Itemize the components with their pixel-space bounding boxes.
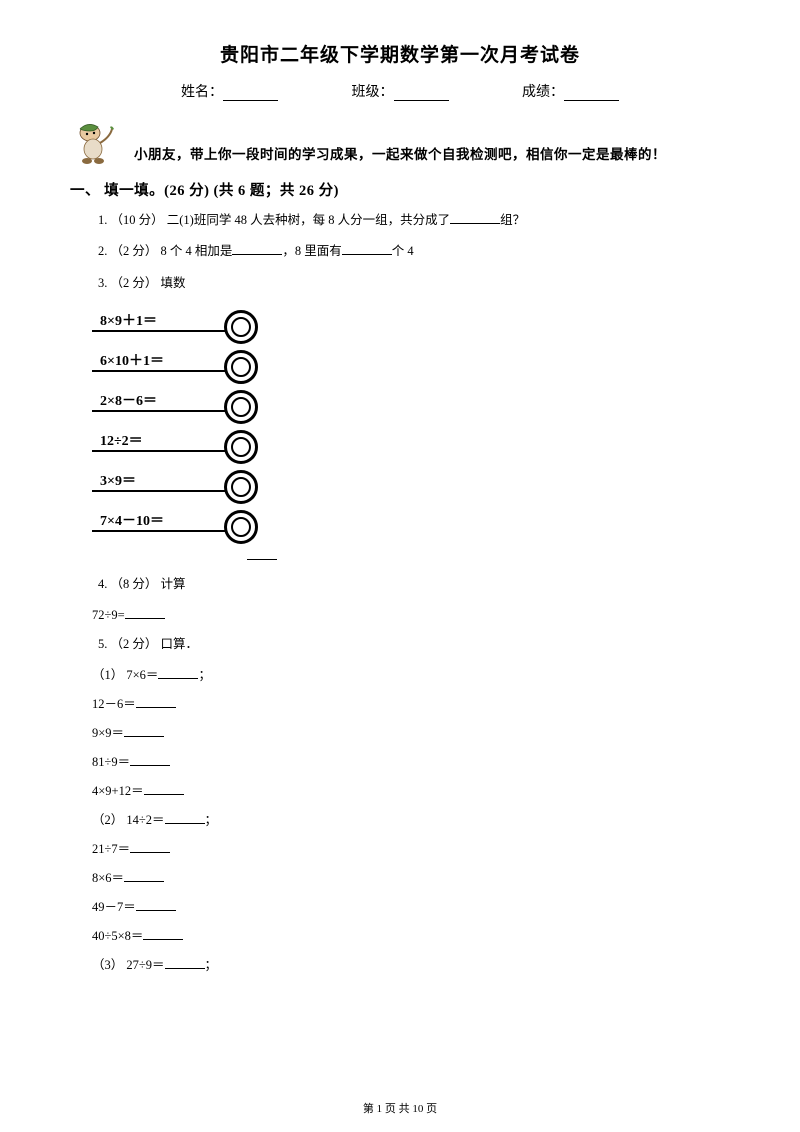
class-blank[interactable] xyxy=(394,87,449,101)
eq-circle[interactable] xyxy=(224,390,258,424)
eq-circle-inner xyxy=(231,517,251,537)
q1-pre: 1. （10 分） 二(1)班同学 48 人去种树，每 8 人分一组，共分成了 xyxy=(98,213,450,227)
q2-blank-1[interactable] xyxy=(232,243,282,255)
eq-row: 3×9＝ xyxy=(92,464,282,504)
q1-blank[interactable] xyxy=(450,212,500,224)
score-label: 成绩： xyxy=(522,81,564,101)
q5-blank[interactable] xyxy=(130,754,170,766)
q5-text: 21÷7＝ xyxy=(92,842,130,856)
q5-semi: ； xyxy=(205,958,218,972)
q4-expr-text: 72÷9= xyxy=(92,608,125,622)
eq-circle-inner xyxy=(231,477,251,497)
equation-diagram: 8×9＋1＝ 6×10＋1＝ 2×8－6＝ 12÷2＝ 3×9＝ 7×4－10＝ xyxy=(92,304,730,564)
eq-circle[interactable] xyxy=(224,350,258,384)
q2-pre: 2. （2 分） 8 个 4 相加是 xyxy=(98,244,232,258)
question-5: 5. （2 分） 口算． xyxy=(98,634,730,655)
q5-blank[interactable] xyxy=(124,870,164,882)
eq-underline xyxy=(92,370,207,372)
intro-row: 小朋友，带上你一段时间的学习成果，一起来做个自我检测吧，相信你一定是最棒的！ xyxy=(70,119,730,165)
q5-text: （1） 7×6＝ xyxy=(92,668,158,682)
q5-blank[interactable] xyxy=(165,957,205,969)
q5-semi: ； xyxy=(198,668,211,682)
class-label: 班级： xyxy=(352,81,394,101)
q5-text: 81÷9＝ xyxy=(92,755,130,769)
eq-row: 2×8－6＝ xyxy=(92,384,282,424)
eq-stem xyxy=(182,450,227,452)
question-1: 1. （10 分） 二(1)班同学 48 人去种树，每 8 人分一组，共分成了 组… xyxy=(98,210,730,231)
q5-text: 40÷5×8＝ xyxy=(92,929,143,943)
q5-blank[interactable] xyxy=(130,841,170,853)
q5-text: （3） 27÷9＝ xyxy=(92,958,165,972)
eq-text: 7×4－10＝ xyxy=(100,510,164,530)
q1-post: 组？ xyxy=(500,213,525,227)
eq-underline xyxy=(92,410,207,412)
eq-underline xyxy=(92,490,172,492)
eq-text: 8×9＋1＝ xyxy=(100,310,157,330)
q5-item: 81÷9＝ xyxy=(92,752,730,772)
q5-item: 49－7＝ xyxy=(92,897,730,917)
q5-item: （1） 7×6＝ ； xyxy=(92,665,730,685)
eq-circle-inner xyxy=(231,317,251,337)
q5-text: 8×6＝ xyxy=(92,871,124,885)
q4-expr: 72÷9= xyxy=(92,605,730,625)
eq-circle-inner xyxy=(231,437,251,457)
eq-underline xyxy=(92,530,207,532)
eq-circle-inner xyxy=(231,357,251,377)
q5-text: 4×9+12＝ xyxy=(92,784,144,798)
eq-row: 6×10＋1＝ xyxy=(92,344,282,384)
q5-blank[interactable] xyxy=(124,725,164,737)
q5-blank[interactable] xyxy=(165,812,205,824)
question-2: 2. （2 分） 8 个 4 相加是 ，8 里面有 个 4 xyxy=(98,241,730,262)
q5-text: （2） 14÷2＝ xyxy=(92,813,165,827)
eq-row: 12÷2＝ xyxy=(92,424,282,464)
q4-blank[interactable] xyxy=(125,607,165,619)
mascot-icon xyxy=(70,119,116,165)
q5-blank[interactable] xyxy=(144,783,184,795)
q5-item: 40÷5×8＝ xyxy=(92,926,730,946)
q2-mid: ，8 里面有 xyxy=(282,244,341,258)
q5-blank[interactable] xyxy=(143,928,183,940)
question-4: 4. （8 分） 计算 xyxy=(98,574,730,595)
q5-blank[interactable] xyxy=(136,696,176,708)
q5-item: 9×9＝ xyxy=(92,723,730,743)
eq-circle-inner xyxy=(231,397,251,417)
info-row: 姓名： 班级： 成绩： xyxy=(70,81,730,101)
q5-item: 12－6＝ xyxy=(92,694,730,714)
diagram-trailing-blank[interactable] xyxy=(247,548,277,560)
page-footer: 第 1 页 共 10 页 xyxy=(0,1100,800,1116)
q2-post: 个 4 xyxy=(392,244,414,258)
q5-semi: ； xyxy=(205,813,218,827)
eq-row: 8×9＋1＝ xyxy=(92,304,282,344)
eq-underline xyxy=(92,330,207,332)
q5-item: 8×6＝ xyxy=(92,868,730,888)
q5-item: （3） 27÷9＝ ； xyxy=(92,955,730,975)
q2-blank-2[interactable] xyxy=(342,243,392,255)
question-3: 3. （2 分） 填数 xyxy=(98,273,730,294)
intro-text: 小朋友，带上你一段时间的学习成果，一起来做个自我检测吧，相信你一定是最棒的！ xyxy=(134,143,666,165)
section-1-header: 一、 填一填。(26 分) (共 6 题；共 26 分) xyxy=(70,179,730,200)
eq-stem xyxy=(172,490,227,492)
eq-underline xyxy=(92,450,182,452)
eq-circle[interactable] xyxy=(224,470,258,504)
eq-circle[interactable] xyxy=(224,430,258,464)
score-blank[interactable] xyxy=(564,87,619,101)
q5-item: 21÷7＝ xyxy=(92,839,730,859)
eq-text: 12÷2＝ xyxy=(100,430,143,450)
q5-blank[interactable] xyxy=(136,899,176,911)
eq-circle[interactable] xyxy=(224,310,258,344)
eq-text: 6×10＋1＝ xyxy=(100,350,164,370)
q5-item: （2） 14÷2＝ ； xyxy=(92,810,730,830)
q5-text: 9×9＝ xyxy=(92,726,124,740)
q5-item: 4×9+12＝ xyxy=(92,781,730,801)
name-blank[interactable] xyxy=(223,87,278,101)
eq-text: 2×8－6＝ xyxy=(100,390,157,410)
q5-text: 12－6＝ xyxy=(92,697,136,711)
q5-text: 49－7＝ xyxy=(92,900,136,914)
page-title: 贵阳市二年级下学期数学第一次月考试卷 xyxy=(70,40,730,67)
name-label: 姓名： xyxy=(181,81,223,101)
eq-text: 3×9＝ xyxy=(100,470,136,490)
eq-circle[interactable] xyxy=(224,510,258,544)
q5-blank[interactable] xyxy=(158,667,198,679)
eq-row: 7×4－10＝ xyxy=(92,504,282,544)
